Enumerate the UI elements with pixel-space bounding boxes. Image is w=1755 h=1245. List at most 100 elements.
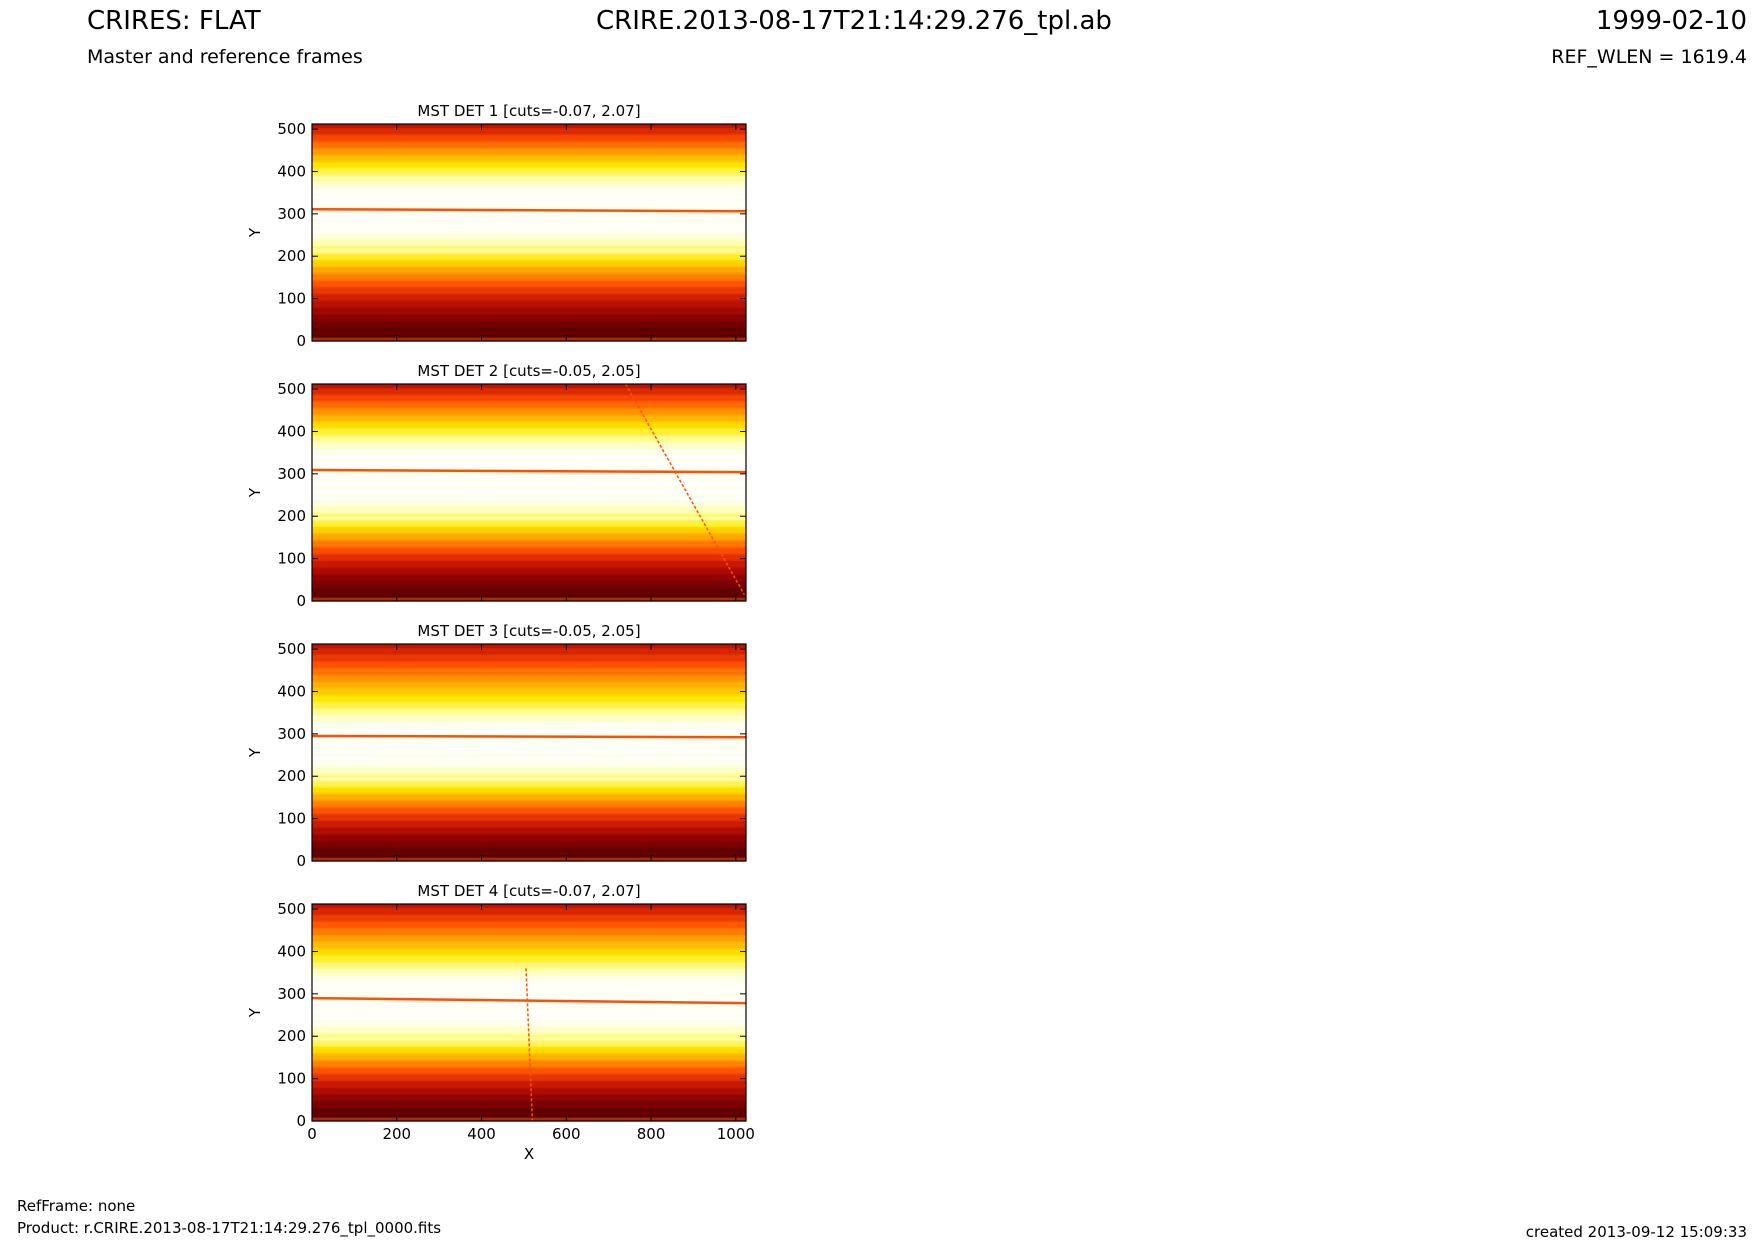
heatmap-row (312, 139, 746, 142)
heatmap-row (312, 135, 746, 139)
heatmap-row (312, 924, 746, 927)
heatmap-row (312, 738, 746, 742)
heatmap-row (312, 198, 746, 201)
heatmap-row (312, 595, 746, 599)
heatmap-row (312, 502, 746, 505)
heatmap-row (312, 134, 746, 137)
heatmap-row (312, 995, 746, 998)
heatmap-row (312, 247, 746, 251)
heatmap-row (312, 146, 746, 149)
heatmap-row (312, 295, 746, 298)
heatmap-row (312, 730, 746, 733)
heatmap-row (312, 793, 746, 796)
heatmap-row (312, 855, 746, 859)
heatmap-row (312, 169, 746, 173)
heatmap-row (312, 137, 746, 140)
x-tick-label: 400 (467, 1125, 496, 1143)
heatmap-row (312, 589, 746, 592)
heatmap-row (312, 234, 746, 237)
heatmap-row (312, 981, 746, 985)
heatmap-row (312, 562, 746, 565)
heatmap-row (312, 992, 746, 995)
heatmap-row (312, 200, 746, 203)
heatmap-row (312, 973, 746, 976)
heatmap-row (312, 594, 746, 597)
heatmap-row (312, 300, 746, 303)
heatmap-row (312, 993, 746, 997)
horizontal-line-feature (311, 207, 747, 213)
heatmap-row (312, 1115, 746, 1119)
heatmap-row (312, 711, 746, 715)
heatmap-row (312, 830, 746, 833)
heatmap-row (312, 590, 746, 594)
heatmap-row (312, 701, 746, 704)
heatmap-row (312, 1059, 746, 1063)
heatmap-row (312, 166, 746, 169)
heatmap-row (312, 909, 746, 912)
heatmap-row (312, 492, 746, 495)
heatmap-row (312, 512, 746, 516)
heatmap-row (312, 1073, 746, 1076)
heatmap-row (312, 963, 746, 966)
heatmap-row (312, 854, 746, 857)
bad-rows-strip (312, 1117, 746, 1121)
heatmap-row (312, 246, 746, 249)
heatmap-row (312, 399, 746, 402)
heatmap-row (312, 402, 746, 405)
heatmap-row (312, 929, 746, 932)
heatmap-row (312, 428, 746, 431)
heatmap-row (312, 235, 746, 239)
heatmap-row (312, 475, 746, 478)
heatmap-row (312, 716, 746, 720)
heatmap-row (312, 390, 746, 394)
heatmap-row (312, 934, 746, 937)
heatmap-row (312, 776, 746, 779)
heatmap-row (312, 534, 746, 538)
heatmap-row (312, 441, 746, 444)
heatmap-row (312, 679, 746, 682)
heatmap-row (312, 585, 746, 589)
heatmap-row (312, 264, 746, 268)
heatmap-row (312, 1063, 746, 1066)
heatmap-row (312, 1019, 746, 1022)
heatmap-row (312, 1020, 746, 1024)
heatmap-row (312, 820, 746, 823)
heatmap-row (312, 499, 746, 502)
heatmap-row (312, 727, 746, 730)
heatmap-row (312, 218, 746, 222)
heatmap-row (312, 1036, 746, 1039)
report-subtitle: Master and reference frames (87, 46, 363, 68)
heatmap-row (312, 458, 746, 461)
heatmap-row (312, 409, 746, 412)
heatmap-row (312, 174, 746, 178)
heatmap-row (312, 254, 746, 257)
heatmap-row (312, 500, 746, 504)
heatmap-row (312, 1058, 746, 1061)
heatmap-row (312, 416, 746, 419)
heatmap-row (312, 944, 746, 947)
heatmap-row (312, 417, 746, 421)
ref-wlen: REF_WLEN = 1619.4 (1551, 46, 1747, 68)
heatmap-row (312, 988, 746, 992)
y-tick-label: 300 (277, 985, 306, 1003)
panel-title: MST DET 4 [cuts=-0.07, 2.07] (417, 882, 640, 900)
product-name: Product: r.CRIRE.2013-08-17T21:14:29.276… (17, 1219, 442, 1237)
heatmap-row (312, 951, 746, 954)
heatmap-row (312, 755, 746, 759)
heatmap-row (312, 312, 746, 315)
heatmap-row (312, 771, 746, 774)
created-timestamp: created 2013-09-12 15:09:33 (1525, 1223, 1747, 1241)
heatmap-row (312, 404, 746, 407)
heatmap-row (312, 827, 746, 830)
heatmap-row (312, 1068, 746, 1071)
heatmap-row (312, 1004, 746, 1007)
heatmap-row (312, 698, 746, 701)
heatmap-row (312, 828, 746, 832)
heatmap-row (312, 805, 746, 808)
heatmap-row (312, 915, 746, 919)
heatmap-row (312, 997, 746, 1000)
heatmap-row (312, 419, 746, 422)
y-tick-label: 200 (277, 1027, 306, 1045)
heatmap-row (312, 179, 746, 183)
